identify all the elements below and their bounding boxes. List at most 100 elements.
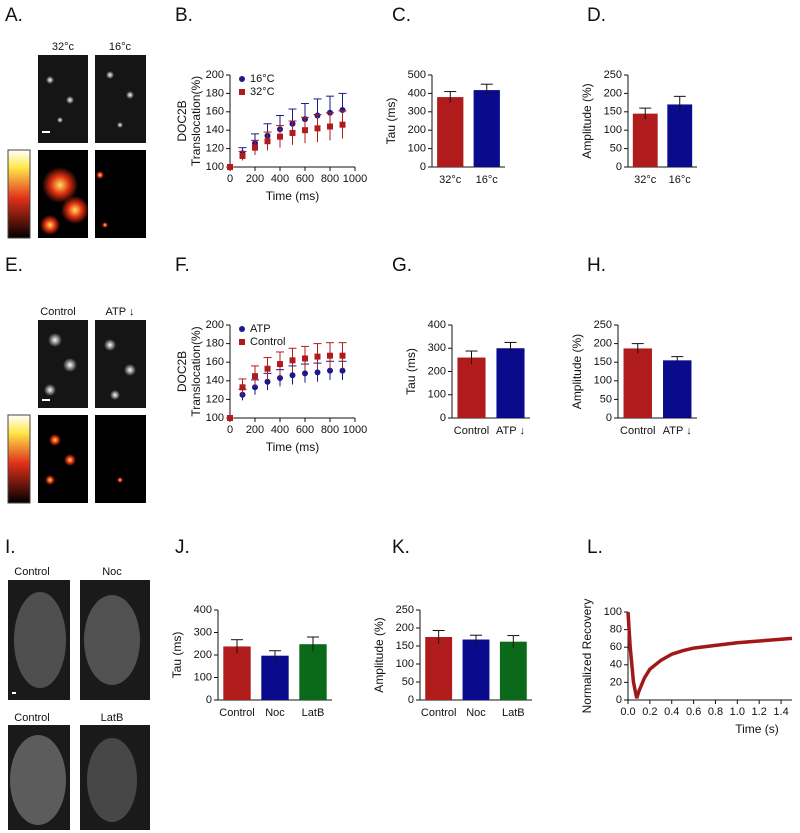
micrograph	[95, 55, 146, 143]
image-label: 16°c	[109, 41, 132, 53]
point	[264, 365, 271, 372]
y-tick-label: 250	[604, 69, 622, 81]
bar	[223, 646, 251, 700]
y-tick-label: 180	[206, 338, 224, 350]
legend-label: ATP	[250, 323, 271, 335]
x-axis-label: Time (s)	[735, 722, 779, 736]
y-tick-label: 150	[604, 106, 622, 118]
bar	[663, 360, 692, 418]
y-axis-label: Amplitude (%)	[580, 83, 594, 158]
point	[327, 367, 333, 374]
panel-letter: G.	[392, 255, 412, 276]
y-tick-label: 100	[428, 389, 446, 401]
x-tick-label: 1.4	[773, 706, 788, 718]
x-tick-label: 400	[271, 173, 289, 185]
point	[227, 415, 233, 421]
point	[314, 353, 321, 360]
legend-label: 32°C	[250, 86, 275, 98]
point	[339, 352, 346, 359]
y-tick-label: 400	[194, 604, 212, 616]
x-axis-label: Time (ms)	[266, 440, 320, 454]
panel-letter: A.	[5, 5, 23, 26]
image-label: LatB	[101, 712, 124, 724]
panel-letter: E.	[5, 255, 23, 276]
legend-marker	[239, 339, 245, 345]
y-tick-label: 200	[428, 365, 446, 377]
point	[327, 352, 333, 359]
legend-marker	[239, 326, 245, 332]
y-tick-label: 0	[606, 412, 612, 424]
image-label: Noc	[102, 566, 122, 578]
legend-label: Control	[250, 336, 285, 348]
x-tick-label: ATP ↓	[496, 425, 525, 437]
panel-letter: D.	[587, 5, 606, 26]
point	[264, 138, 271, 145]
y-tick-label: 60	[610, 641, 622, 653]
x-axis-label: Time (ms)	[266, 189, 320, 203]
x-tick-label: Noc	[265, 707, 285, 719]
panel-letter: J.	[175, 537, 190, 558]
y-tick-label: 0	[616, 694, 622, 706]
y-tick-label: 200	[206, 69, 224, 81]
point	[264, 378, 271, 385]
x-tick-label: 1000	[343, 173, 367, 185]
y-tick-label: 140	[206, 375, 224, 387]
y-tick-label: 50	[402, 676, 414, 688]
point	[314, 125, 321, 132]
y-tick-label: 100	[604, 124, 622, 136]
x-tick-label: 0.2	[642, 706, 657, 718]
micrograph	[38, 55, 88, 143]
y-tick-label: 100	[408, 143, 426, 155]
x-tick-label: ATP ↓	[663, 425, 692, 437]
panel-letter: H.	[587, 255, 606, 276]
y-tick-label: 40	[610, 659, 622, 671]
y-tick-label: 100	[206, 412, 224, 424]
point	[252, 384, 258, 391]
x-tick-label: Control	[620, 425, 655, 437]
panel-letter: L.	[587, 537, 603, 558]
y-tick-label: 120	[206, 393, 224, 405]
point	[239, 152, 246, 159]
y-axis-label: Translocation(%)	[189, 76, 203, 166]
x-tick-label: 200	[246, 424, 264, 436]
y-tick-label: 100	[206, 161, 224, 173]
point	[239, 384, 246, 391]
point	[339, 106, 346, 113]
bar	[632, 113, 658, 167]
image-label: 32°c	[52, 41, 75, 53]
micrograph-group	[8, 580, 150, 830]
image-label: Control	[14, 712, 49, 724]
micrograph-group	[7, 55, 146, 239]
y-tick-label: 160	[206, 106, 224, 118]
y-axis-label: DOC2B	[175, 351, 189, 392]
colorbar	[7, 149, 31, 239]
x-tick-label: 1.2	[752, 706, 767, 718]
bar	[667, 104, 693, 167]
y-tick-label: 200	[206, 319, 224, 331]
y-axis-label: Amplitude (%)	[372, 617, 386, 692]
y-tick-label: 100	[604, 606, 622, 618]
heatmap	[95, 415, 146, 503]
x-tick-label: 1000	[343, 424, 367, 436]
x-tick-label: Control	[219, 707, 254, 719]
y-tick-label: 150	[594, 356, 612, 368]
colorbar	[7, 414, 31, 504]
panel-letter: F.	[175, 255, 190, 276]
point	[277, 375, 283, 382]
y-tick-label: 160	[206, 356, 224, 368]
y-tick-label: 400	[408, 87, 426, 99]
x-tick-label: 400	[271, 424, 289, 436]
y-tick-label: 200	[604, 87, 622, 99]
x-tick-label: 16°c	[476, 174, 499, 186]
bar	[299, 644, 327, 700]
point	[252, 144, 258, 151]
y-tick-label: 200	[408, 124, 426, 136]
x-tick-label: 32°c	[439, 174, 462, 186]
x-tick-label: Control	[421, 707, 456, 719]
legend-label: 16°C	[250, 73, 275, 85]
y-tick-label: 0	[420, 161, 426, 173]
bar	[457, 357, 486, 418]
x-tick-label: 600	[296, 424, 314, 436]
